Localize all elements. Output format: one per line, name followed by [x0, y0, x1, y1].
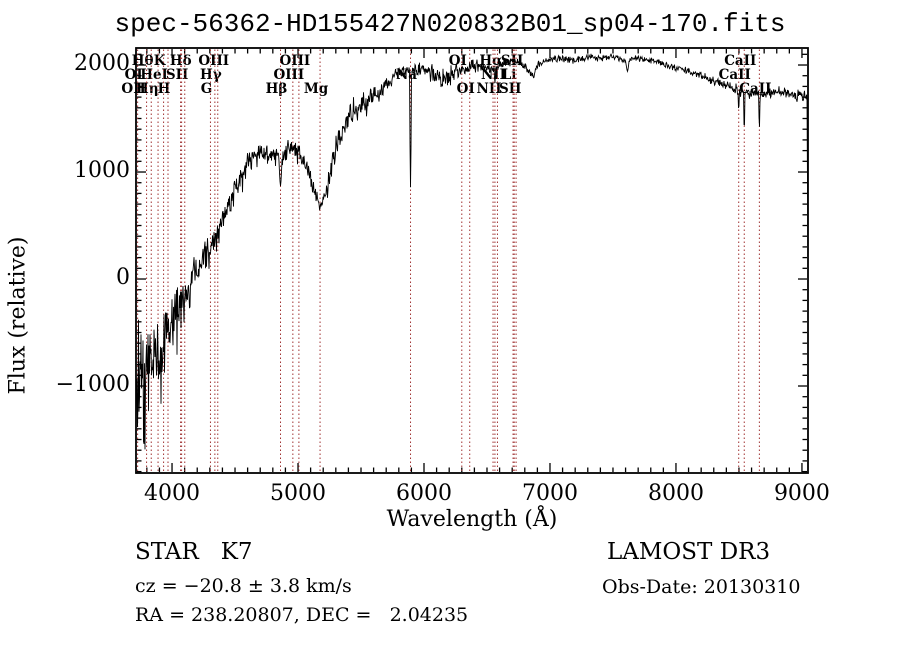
spectral-line-label: OIII	[273, 67, 305, 83]
coordinates-label: RA = 238.20807, DEC = 2.04235	[135, 604, 469, 626]
spectral-line-label: Hα	[479, 53, 503, 69]
y-tick-label: 1000	[74, 158, 130, 183]
spectral-line-label: OI	[448, 53, 467, 69]
spectral-line-label: Hη	[135, 81, 159, 97]
x-tick-label: 6000	[396, 481, 452, 506]
object-class-label: STAR K7	[135, 539, 253, 565]
x-tick-label: 5000	[270, 481, 327, 506]
plot-title: spec-56362-HD155427N020832B01_sp04-170.f…	[114, 9, 786, 39]
spectral-line-label: SII	[165, 67, 189, 83]
survey-label: LAMOST DR3	[607, 539, 771, 565]
spectral-line-label: G	[200, 81, 213, 97]
spectral-line-label: OIII	[279, 53, 311, 69]
spectral-line-label: OI	[124, 67, 143, 83]
spectral-line-label: OII	[121, 81, 146, 97]
spectral-line-label: Hβ	[265, 81, 288, 97]
obs-date-label: Obs-Date: 20130310	[602, 576, 801, 598]
x-axis-label: Wavelength (Å)	[386, 507, 558, 532]
spectral-line-label: CaII	[718, 67, 751, 83]
spectral-line-label: H	[157, 81, 171, 97]
y-tick-label: −1000	[55, 372, 130, 397]
radial-velocity-label: cz = −20.8 ± 3.8 km/s	[135, 575, 352, 597]
x-tick-label: 7000	[521, 481, 578, 506]
spectral-line-label: K	[153, 53, 166, 69]
x-tick-label: 9000	[773, 481, 830, 506]
spectral-line-label: HeI	[140, 67, 168, 83]
spectrum-trace	[135, 53, 809, 450]
x-tick-label: 4000	[144, 481, 201, 506]
spectral-line-label: Hδ	[169, 53, 192, 69]
y-tick-label: 0	[116, 265, 130, 290]
y-tick-label: 2000	[74, 51, 130, 76]
spectral-marker-lines	[137, 49, 760, 472]
plot-frame	[135, 47, 809, 474]
spectral-line-label: CaII	[724, 53, 757, 69]
spectral-line-label: Mg	[303, 81, 329, 97]
x-tick-label: 8000	[647, 481, 704, 506]
spectral-line-label: OIII	[198, 53, 230, 69]
axis-ticks	[137, 49, 807, 473]
spectral-line-label: OI	[456, 81, 475, 97]
